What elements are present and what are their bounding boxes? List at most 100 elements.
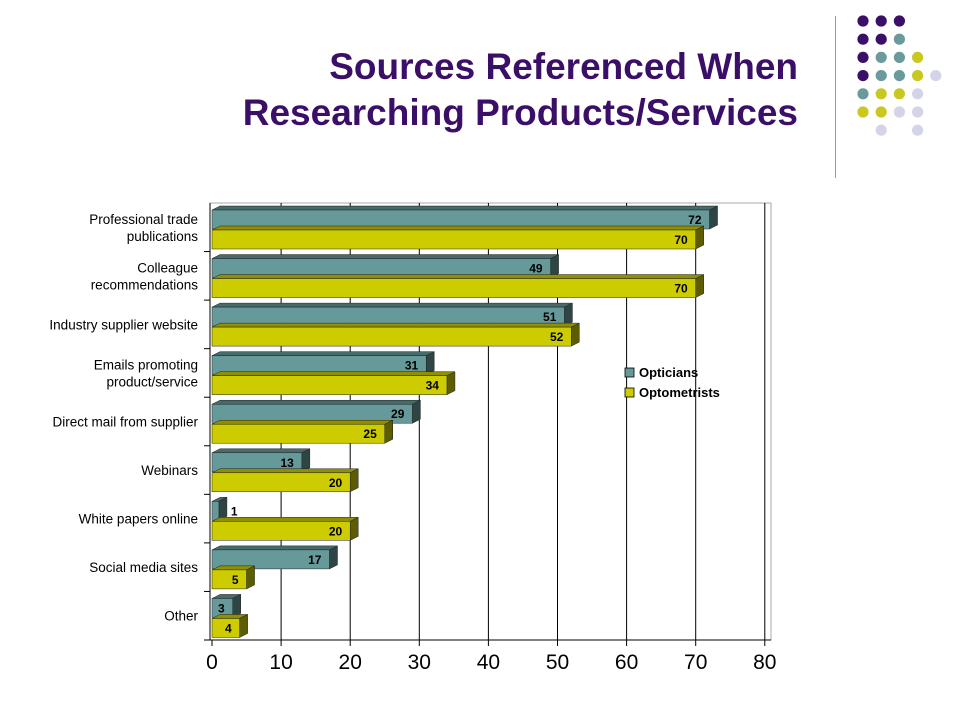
x-tick-label: 20 (339, 651, 362, 674)
decor-dot (875, 124, 887, 136)
decor-dot (857, 88, 869, 100)
data-label-optometrists: 70 (674, 282, 688, 296)
decor-dot (912, 124, 924, 136)
category-label: Industry supplier website (49, 317, 198, 332)
decor-dot (912, 88, 924, 100)
bar-opticians (211, 501, 220, 521)
decor-dot (857, 33, 869, 45)
decor-dot (875, 51, 887, 64)
category-label: Social media sites (89, 560, 198, 575)
decor-dot (893, 15, 906, 27)
data-label-optometrists: 52 (550, 330, 564, 344)
category-label-line: Professional trade (89, 212, 198, 227)
bar-top-opticians (211, 399, 421, 405)
bar-side-optometrists (349, 516, 359, 541)
bar-optometrists (211, 521, 351, 541)
bar-side-opticians (425, 351, 435, 376)
decor-dot (912, 70, 924, 82)
bar-side-opticians (232, 594, 241, 618)
bar-side-optometrists (384, 419, 393, 444)
data-label-optometrists: 20 (329, 524, 343, 538)
bar-top-optometrists (211, 517, 359, 522)
bar-side-opticians (301, 448, 311, 473)
legend-swatch-opticians (624, 367, 635, 378)
category-label-line: Colleague (137, 260, 198, 275)
legend-label-optometrists: Optometrists (639, 385, 720, 400)
category-label-line: Emails promoting (94, 357, 198, 372)
bar-side-optometrists (239, 614, 248, 638)
decor-dot (893, 88, 906, 100)
bar-top-opticians (211, 545, 338, 551)
data-label-opticians: 17 (308, 553, 322, 567)
category-label: Direct mail from supplier (52, 415, 198, 430)
category-label: Emails promoting product/service (94, 357, 198, 389)
decorative-dot-grid (857, 15, 942, 136)
data-label-opticians: 1 (231, 504, 238, 518)
decor-dot (857, 106, 869, 118)
decor-dot (857, 70, 869, 82)
bar-top-optometrists (211, 371, 456, 376)
bar-optometrists (211, 423, 385, 444)
bar-top-opticians (211, 254, 559, 259)
data-label-opticians: 31 (405, 359, 419, 373)
category-label: White papers online (79, 512, 198, 527)
decor-dot (893, 70, 906, 82)
bar-side-optometrists (695, 274, 704, 298)
decor-dot (893, 51, 906, 64)
data-label-optometrists: 4 (225, 621, 232, 635)
x-tick-label: 30 (408, 651, 431, 674)
decorative-divider (835, 16, 836, 178)
category-label-line: Webinars (141, 463, 198, 478)
bar-optometrists (211, 618, 240, 638)
bar-side-optometrists (571, 322, 580, 347)
bar-optometrists (211, 229, 696, 250)
category-label-line: Industry supplier website (49, 317, 198, 332)
bar-optometrists (211, 375, 448, 395)
x-tick-label: 60 (615, 651, 638, 674)
bar-side-opticians (412, 399, 421, 424)
x-tick-label: 70 (684, 651, 707, 674)
bar-side-optometrists (695, 225, 704, 250)
bar-top-opticians (211, 351, 435, 356)
bar-top-optometrists (211, 468, 359, 474)
decor-dot (930, 70, 942, 82)
data-label-opticians: 13 (280, 456, 294, 470)
data-label-opticians: 29 (391, 407, 405, 421)
decor-dot (875, 106, 887, 118)
x-tick-label: 40 (477, 651, 500, 674)
bar-top-opticians (211, 205, 718, 211)
bar-top-opticians (211, 448, 310, 454)
decor-dot (875, 15, 887, 27)
data-label-opticians: 51 (543, 310, 557, 324)
bar-side-opticians (709, 205, 718, 230)
bar-side-optometrists (349, 468, 359, 493)
title-line-2: Researching Products/Services (242, 92, 798, 133)
legend: Opticians Optometrists (624, 365, 720, 400)
data-label-optometrists: 70 (674, 233, 688, 247)
title-line-1: Sources Referenced When (329, 46, 798, 87)
bar-side-opticians (550, 254, 559, 278)
decor-dot (875, 70, 887, 82)
bar-side-optometrists (446, 371, 456, 396)
bar-top-optometrists (211, 322, 580, 328)
data-label-opticians: 3 (218, 601, 225, 615)
category-label-line: publications (127, 229, 199, 244)
bar-side-opticians (564, 302, 573, 327)
category-label-line: Social media sites (89, 560, 198, 575)
bar-optometrists (211, 278, 696, 298)
category-label-line: product/service (106, 374, 198, 389)
decor-dot (893, 106, 906, 118)
bar-top-optometrists (211, 225, 704, 231)
bar-top-optometrists (211, 419, 393, 425)
bar-optometrists (211, 326, 572, 347)
category-label: Professional trade publications (89, 212, 198, 244)
axes: 0 10 20 30 40 50 60 70 80 Professional trade publi… (49, 203, 776, 674)
slide-title: Sources Referenced When Researching Prod… (130, 44, 798, 136)
x-tick-label: 10 (269, 651, 292, 674)
bar-side-opticians (329, 545, 338, 570)
legend-swatch-optometrists (624, 387, 635, 398)
bar-optometrists (211, 472, 351, 493)
decor-dot (857, 15, 869, 27)
legend-label-opticians: Opticians (639, 365, 698, 380)
